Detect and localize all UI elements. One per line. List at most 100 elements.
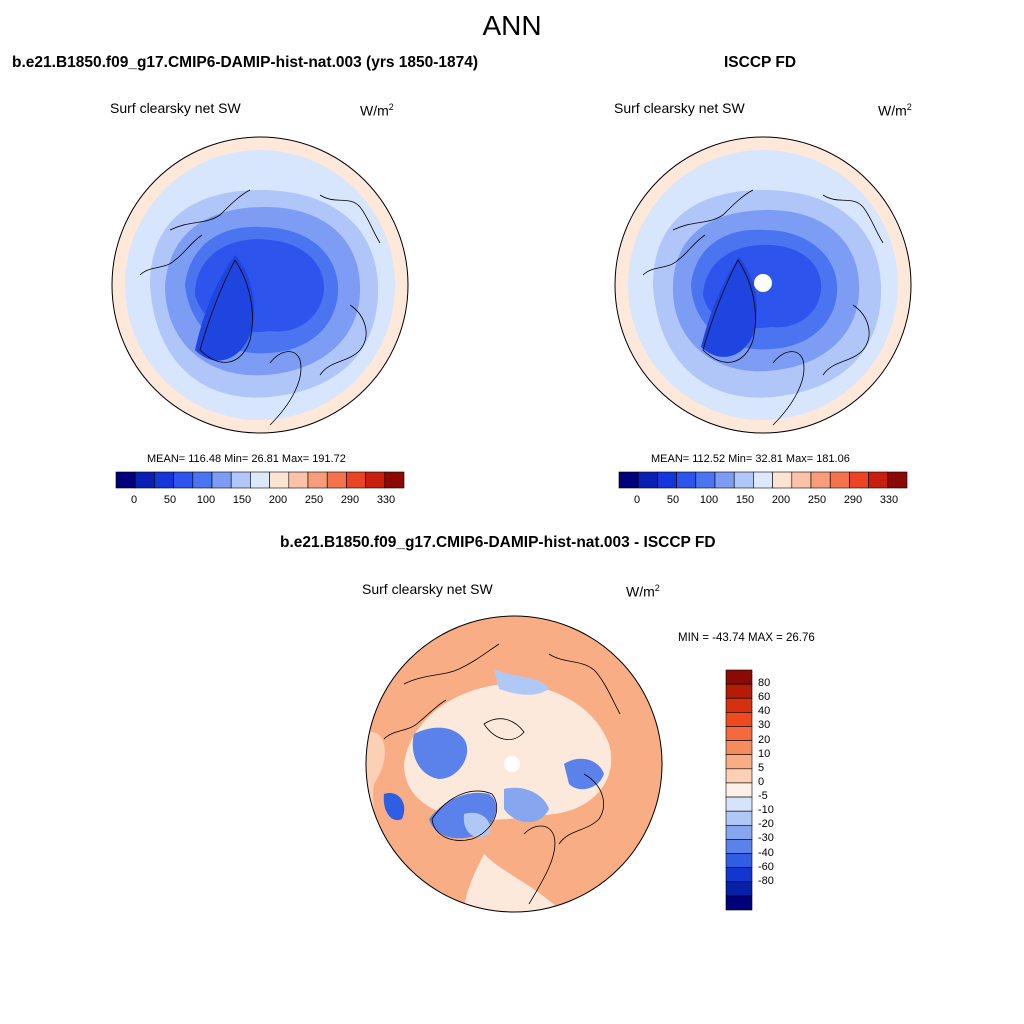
difference-units-label: W/m2 [626, 583, 660, 600]
model-colorbar-swatch [288, 471, 309, 489]
difference-colorbar-swatch [725, 754, 753, 770]
difference-colorbar-swatch [725, 853, 753, 868]
model-colorbar-ticks: 0 50 100 150 200 250 290 330 [116, 494, 404, 508]
model-colorbar-swatch [346, 471, 366, 489]
obs-colorbar-swatch [868, 471, 889, 489]
model-colorbar [115, 471, 405, 489]
model-colorbar-swatch [154, 471, 174, 489]
difference-colorbar-swatch [725, 712, 753, 727]
obs-colorbar-swatch [791, 471, 812, 489]
difference-colorbar-swatch [725, 697, 753, 713]
model-colorbar-swatch [365, 471, 386, 489]
model-coastlines [139, 189, 381, 426]
difference-colorbar-swatch [725, 895, 753, 911]
obs-colorbar-swatch [753, 471, 773, 489]
model-colorbar-swatch [173, 471, 194, 489]
difference-colorbar-tick-label: -30 [758, 832, 774, 845]
obs-colorbar-ticks: 0 50 100 150 200 250 290 330 [619, 494, 907, 508]
obs-colorbar-tick-label: 200 [771, 494, 791, 506]
model-colorbar-swatch [250, 471, 270, 489]
model-colorbar-tick-label: 200 [268, 494, 288, 506]
model-colorbar-swatch [326, 471, 347, 489]
difference-colorbar-swatch [725, 782, 753, 798]
difference-colorbar-tick-label: 80 [758, 677, 771, 690]
difference-panel-title: b.e21.B1850.f09_g17.CMIP6-DAMIP-hist-nat… [280, 534, 716, 551]
difference-colorbar-swatch [725, 768, 753, 784]
obs-colorbar-swatch [772, 471, 793, 489]
difference-colorbar-tick-label: -5 [758, 790, 768, 803]
difference-colorbar-swatch [725, 824, 753, 840]
difference-colorbar-tick-label: 60 [758, 691, 771, 704]
obs-colorbar-swatch [657, 471, 677, 489]
difference-colorbar [725, 669, 753, 911]
model-colorbar-tick-label: 100 [196, 494, 216, 506]
difference-colorbar-tick-label: 0 [758, 775, 765, 788]
obs-colorbar-tick-label: 100 [699, 494, 719, 506]
figure-title: ANN [482, 10, 542, 41]
difference-coastlines [383, 643, 621, 905]
difference-colorbar-swatch [725, 881, 753, 897]
difference-colorbar-tick-label: -20 [758, 818, 774, 831]
model-colorbar-swatch [384, 471, 405, 489]
obs-colorbar-swatch [887, 471, 908, 489]
difference-colorbar-swatch [725, 669, 753, 685]
model-colorbar-swatch [115, 471, 136, 489]
obs-colorbar-tick-label: 290 [843, 494, 863, 506]
obs-colorbar-tick-label: 330 [879, 494, 899, 506]
obs-colorbar-tick-label: 250 [807, 494, 827, 506]
difference-colorbar-swatch [725, 726, 753, 741]
difference-colorbar-tick-label: -40 [758, 846, 774, 859]
obs-colorbar-swatch [637, 471, 658, 489]
obs-stats: MEAN= 112.52 Min= 32.81 Max= 181.06 [651, 453, 850, 465]
obs-colorbar-tick-label: 0 [633, 494, 641, 506]
difference-polar-map [365, 615, 663, 913]
obs-colorbar [618, 471, 908, 489]
difference-colorbar-swatch [725, 740, 753, 756]
difference-colorbar-swatch [725, 796, 753, 812]
model-map-border [111, 136, 409, 434]
obs-missing-pole [754, 274, 772, 292]
difference-colorbar-tick-label: 20 [758, 733, 771, 746]
obs-polar-map [614, 136, 912, 434]
difference-colorbar-swatch [725, 867, 753, 883]
model-polar-map [111, 136, 409, 434]
obs-colorbar-tick-label: 50 [666, 494, 680, 506]
difference-colorbar-swatch [725, 810, 753, 826]
difference-colorbar-tick-label: 30 [758, 719, 771, 732]
obs-colorbar-swatch [676, 471, 697, 489]
obs-colorbar-swatch [810, 471, 831, 489]
difference-colorbar-ticks: 80 60 40 30 20 10 5 0 -5 -10 -20 -30 -40 -60 -80 [758, 670, 798, 910]
obs-greenland-zone [701, 257, 758, 357]
difference-colorbar-tick-label: -60 [758, 860, 774, 873]
obs-colorbar-swatch [849, 471, 869, 489]
obs-colorbar-swatch [695, 471, 716, 489]
model-colorbar-tick-label: 330 [376, 494, 396, 506]
model-colorbar-tick-label: 290 [340, 494, 360, 506]
obs-colorbar-swatch [733, 471, 754, 489]
difference-variable-label: Surf clearsky net SW [362, 581, 493, 597]
difference-missing-pole [504, 756, 520, 772]
difference-colorbar-tick-label: -80 [758, 874, 774, 887]
obs-colorbar-swatch [829, 471, 850, 489]
model-stats: MEAN= 116.48 Min= 26.81 Max= 191.72 [147, 453, 346, 465]
difference-colorbar-tick-label: 40 [758, 705, 771, 718]
model-colorbar-tick-label: 250 [304, 494, 324, 506]
obs-panel-title: ISCCP FD [724, 54, 797, 71]
difference-colorbar-tick-label: 10 [758, 747, 771, 760]
model-greenland-zone [195, 255, 255, 361]
model-variable-label: Surf clearsky net SW [110, 100, 241, 116]
obs-colorbar-swatch [714, 471, 735, 489]
obs-units-label: W/m2 [878, 102, 912, 119]
model-colorbar-swatch [211, 471, 232, 489]
model-colorbar-swatch [192, 471, 213, 489]
obs-coastlines [642, 189, 884, 426]
difference-light-zone [404, 683, 612, 820]
model-colorbar-tick-label: 50 [163, 494, 177, 506]
obs-map-border [614, 136, 912, 434]
difference-colorbar-swatch [725, 839, 753, 854]
model-panel-title: b.e21.B1850.f09_g17.CMIP6-DAMIP-hist-nat… [12, 54, 479, 71]
model-units-label: W/m2 [360, 102, 394, 119]
model-colorbar-swatch [134, 471, 155, 489]
obs-colorbar-tick-label: 150 [735, 494, 755, 506]
model-colorbar-swatch [269, 471, 290, 489]
